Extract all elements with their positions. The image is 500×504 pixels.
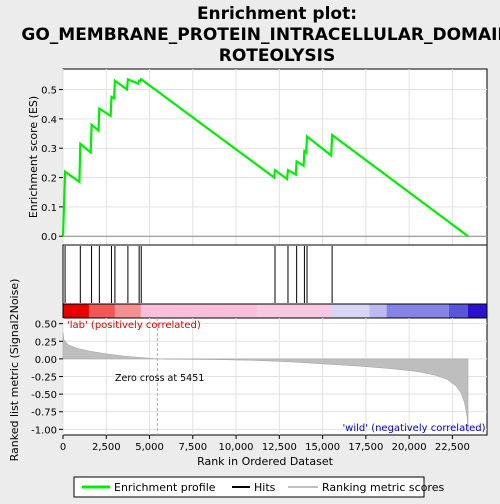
x-tick-label: 2,500 [92,442,121,453]
x-tick-label: 5,000 [135,442,164,453]
ranked-list-color-bar [63,304,487,318]
color-bar-segment [114,304,141,318]
metric-y-tick-label: -0.25 [31,373,57,384]
color-bar-segment [467,304,487,318]
es-y-tick-label: 0.0 [41,232,57,243]
chart-title-line-1: Enrichment plot: [197,4,357,24]
positive-correlation-label: 'lab' (positively correlated) [67,320,201,331]
es-y-axis-label: Enrichment score (ES) [27,96,40,218]
color-bar-segment [448,304,468,318]
x-tick-label: 20,000 [392,442,427,453]
metric-y-tick-label: 0.50 [35,320,57,331]
chart-title-line-2: GO_MEMBRANE_PROTEIN_INTRACELLULAR_DOMAIN… [21,25,500,45]
enrichment-profile-line [61,77,469,238]
color-bar-segment [63,304,89,318]
x-tick-label: 10,000 [219,442,254,453]
zero-cross-label: Zero cross at 5451 [115,373,204,384]
es-y-tick-label: 0.1 [41,203,57,214]
es-y-tick-label: 0.4 [41,115,57,126]
negative-correlation-label: 'wild' (negatively correlated) [342,423,485,434]
color-bar-segment [256,304,332,318]
es-y-ticks: 0.0 0.1 0.2 0.3 0.4 0.5 [41,86,63,243]
metric-y-ticks: 0.50 0.25 0.00 -0.25 -0.50 -0.75 -1.00 [31,320,63,436]
color-bar-segment [369,304,387,318]
metric-y-tick-label: -0.50 [31,390,57,401]
color-bar-segment [88,304,115,318]
color-bar-segment [331,304,370,318]
x-tick-label: 7,500 [178,442,207,453]
x-tick-label: 12,500 [262,442,297,453]
chart-title-line-3: ROTEOLYSIS [219,46,336,66]
metric-y-tick-label: -1.00 [31,425,57,436]
es-y-tick-label: 0.5 [41,86,57,97]
hit-marks [64,246,333,303]
color-bar-segment [140,304,257,318]
x-axis-ticks: 0 2,500 5,000 7,500 10,000 12,500 15,000 17,500… [60,435,470,453]
x-tick-label: 22,500 [435,442,470,453]
metric-y-tick-label: -0.75 [31,408,57,419]
es-y-tick-label: 0.3 [41,144,57,155]
metric-y-tick-label: 0.00 [35,355,57,366]
es-panel [62,68,488,246]
metric-y-tick-label: 0.25 [35,337,57,348]
x-tick-label: 17,500 [348,442,383,453]
color-bar-segment [386,304,449,318]
x-tick-label: 15,000 [305,442,340,453]
legend-label-ranking-metric: Ranking metric scores [322,481,444,494]
x-axis-label: Rank in Ordered Dataset [197,455,334,468]
x-tick-label: 0 [60,442,66,453]
metric-y-axis-label: Ranked list metric (Signal2Noise) [8,279,21,462]
ranking-metric-area [62,332,469,433]
legend-label-enrichment-profile: Enrichment profile [114,481,216,494]
es-y-tick-label: 0.2 [41,174,57,185]
legend-label-hits: Hits [254,481,276,494]
